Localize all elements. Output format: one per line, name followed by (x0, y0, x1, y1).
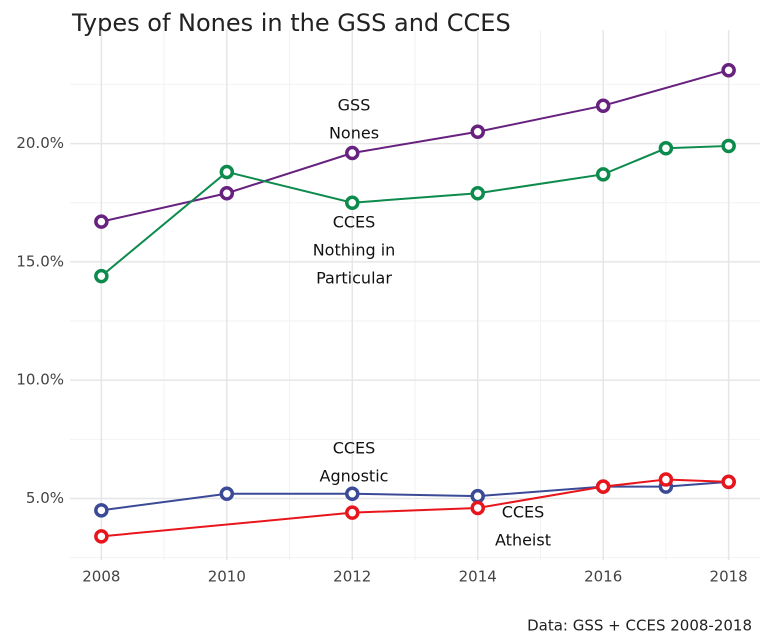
series-label: GSS (338, 96, 371, 115)
y-tick-label: 15.0% (16, 252, 64, 270)
point (721, 474, 736, 490)
x-tick-label: 2016 (584, 568, 622, 586)
point (721, 138, 736, 154)
x-tick-label: 2008 (82, 568, 120, 586)
point (94, 503, 109, 518)
point (219, 164, 235, 180)
point (94, 268, 109, 284)
point (94, 214, 109, 229)
chart-title: Types of Nones in the GSS and CCES (71, 9, 511, 37)
series-label: Agnostic (320, 467, 389, 486)
x-tick-label: 2010 (208, 568, 246, 586)
x-tick-label: 2018 (710, 568, 748, 586)
series-label: Nothing in (313, 241, 396, 260)
point (470, 186, 485, 201)
point (721, 62, 736, 78)
series-line (101, 478, 729, 538)
series-line (101, 69, 729, 223)
point (658, 472, 674, 487)
point (345, 486, 360, 501)
series-label: Nones (329, 124, 379, 143)
series-label: Particular (316, 269, 392, 288)
point (470, 488, 485, 504)
series-label: Atheist (495, 531, 551, 550)
point (94, 529, 109, 544)
point (595, 167, 611, 182)
point (219, 486, 235, 501)
caption: Data: GSS + CCES 2008-2018 (527, 617, 752, 635)
y-tick-label: 10.0% (16, 371, 64, 389)
point (345, 195, 360, 210)
point (595, 479, 611, 494)
x-tick-label: 2014 (459, 568, 497, 586)
point (470, 500, 485, 516)
point (658, 141, 674, 156)
point (219, 186, 235, 201)
point (345, 145, 360, 161)
x-tick-label: 2012 (333, 568, 371, 586)
point (345, 505, 360, 520)
point (470, 124, 485, 139)
y-tick-label: 5.0% (26, 489, 64, 507)
series-label: CCES (333, 213, 376, 232)
series-label: CCES (502, 503, 545, 522)
series-label: CCES (333, 439, 376, 458)
point (595, 98, 611, 113)
y-tick-label: 20.0% (16, 134, 64, 152)
